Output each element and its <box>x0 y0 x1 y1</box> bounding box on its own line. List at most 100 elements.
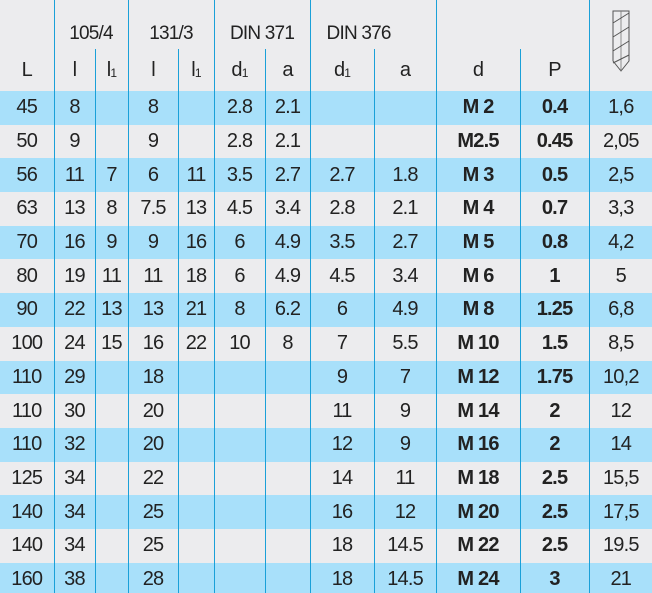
table-cell: 19 <box>53 259 95 294</box>
table-cell: M 10 <box>435 326 521 361</box>
table-cell: 16 <box>127 326 179 361</box>
table-cell: 9 <box>373 394 437 428</box>
tap-drill-header <box>588 0 652 91</box>
table-cell: 13 <box>177 192 215 226</box>
table-cell: M 8 <box>435 293 521 327</box>
table-cell: 22 <box>177 326 215 361</box>
table-cell <box>264 360 311 395</box>
table-cell: 1.5 <box>519 326 590 361</box>
table-cell: 14 <box>309 461 375 496</box>
table-cell: M 20 <box>435 495 521 529</box>
table-cell: 21 <box>177 293 215 327</box>
table-cell <box>264 461 311 496</box>
table-cell <box>177 528 215 563</box>
table-cell: 9 <box>53 124 95 159</box>
table-cell <box>94 124 129 159</box>
table-cell: 45 <box>0 91 54 125</box>
table-cell: 11 <box>127 259 179 294</box>
table-cell <box>213 394 266 428</box>
table-cell: 25 <box>127 528 179 563</box>
table-cell: 19.5 <box>588 528 652 563</box>
table-row: 50 9 9 2.8 2.1 M2.5 0.45 2,05 <box>0 124 652 159</box>
table-cell: M 12 <box>435 360 521 395</box>
table-cell: 110 <box>0 360 54 395</box>
table-cell: 6,8 <box>588 293 652 327</box>
table-row: 90 22 13 13 21 8 6.2 6 4.9 M 8 1.25 6,8 <box>0 293 652 327</box>
table-cell: 0.4 <box>519 91 590 125</box>
table-cell: 12 <box>373 495 437 529</box>
table-cell: 1.25 <box>519 293 590 327</box>
table-cell: 2.5 <box>519 495 590 529</box>
table-cell <box>309 124 375 159</box>
table-cell: 4.9 <box>264 225 311 260</box>
group-131-3: 131/3 <box>127 0 215 49</box>
table-cell: 2.1 <box>373 192 437 226</box>
table-row: 100 24 15 16 22 10 8 7 5.5 M 10 1.5 8,5 <box>0 326 652 361</box>
table-cell <box>264 427 311 462</box>
table-cell <box>264 528 311 563</box>
table-cell: 13 <box>53 192 95 226</box>
table-cell: 50 <box>0 124 54 159</box>
table-cell: M 14 <box>435 394 521 428</box>
table-cell <box>94 394 129 428</box>
table-cell: 4.9 <box>264 259 311 294</box>
table-cell <box>94 427 129 462</box>
table-cell: 1.8 <box>373 158 437 193</box>
table-cell: 110 <box>0 427 54 462</box>
table-cell <box>177 495 215 529</box>
col-376-d1: d1 <box>309 49 375 91</box>
table-cell: 2.7 <box>373 225 437 260</box>
table-cell <box>213 495 266 529</box>
table-cell: 125 <box>0 461 54 496</box>
table-cell: 18 <box>177 259 215 294</box>
col-d: d <box>435 49 521 91</box>
table-cell: 8 <box>53 91 95 125</box>
table-cell: 28 <box>127 562 179 593</box>
table-cell: 7 <box>309 326 375 361</box>
table-cell: 0.45 <box>519 124 590 159</box>
table-cell: 4,2 <box>588 225 652 260</box>
table-cell: 1 <box>519 259 590 294</box>
table-cell: 16 <box>309 495 375 529</box>
table-cell: 2.5 <box>519 528 590 563</box>
table-row: 140 34 25 16 12 M 20 2.5 17,5 <box>0 495 652 529</box>
table-row: 110 32 20 12 9 M 16 2 14 <box>0 427 652 462</box>
col-L: L <box>21 58 33 81</box>
table-cell: 9 <box>373 427 437 462</box>
table-cell: 2.7 <box>309 158 375 193</box>
table-cell <box>177 91 215 125</box>
table-cell: 140 <box>0 528 54 563</box>
table-cell <box>177 394 215 428</box>
table-cell: M 18 <box>435 461 521 496</box>
table-row: 110 29 18 9 7 M 12 1.75 10,2 <box>0 360 652 395</box>
table-cell: 4.5 <box>213 192 266 226</box>
table-cell: 17,5 <box>588 495 652 529</box>
table-cell <box>213 528 266 563</box>
table-cell: M 3 <box>435 158 521 193</box>
table-cell: 25 <box>127 495 179 529</box>
table-cell: 56 <box>0 158 54 193</box>
table-cell <box>94 360 129 395</box>
table-cell: 2.7 <box>264 158 311 193</box>
table-cell: 8 <box>264 326 311 361</box>
table-cell: 22 <box>53 293 95 327</box>
table-row: 70 16 9 9 16 6 4.9 3.5 2.7 M 5 0.8 4,2 <box>0 225 652 260</box>
table-cell: M 6 <box>435 259 521 294</box>
table-cell: 80 <box>0 259 54 294</box>
table-cell: 4.9 <box>373 293 437 327</box>
table-cell: 9 <box>309 360 375 395</box>
table-cell: M 5 <box>435 225 521 260</box>
table-cell: 6 <box>213 259 266 294</box>
table-cell <box>94 562 129 593</box>
col-371-d1: d1 <box>213 49 266 91</box>
table-cell: 4.5 <box>309 259 375 294</box>
table-cell: 1,6 <box>588 91 652 125</box>
table-cell: 13 <box>127 293 179 327</box>
col-371-a: a <box>264 49 311 91</box>
table-cell: 9 <box>127 225 179 260</box>
table-cell: 7 <box>94 158 129 193</box>
table-cell: 0.7 <box>519 192 590 226</box>
table-cell: 34 <box>53 461 95 496</box>
